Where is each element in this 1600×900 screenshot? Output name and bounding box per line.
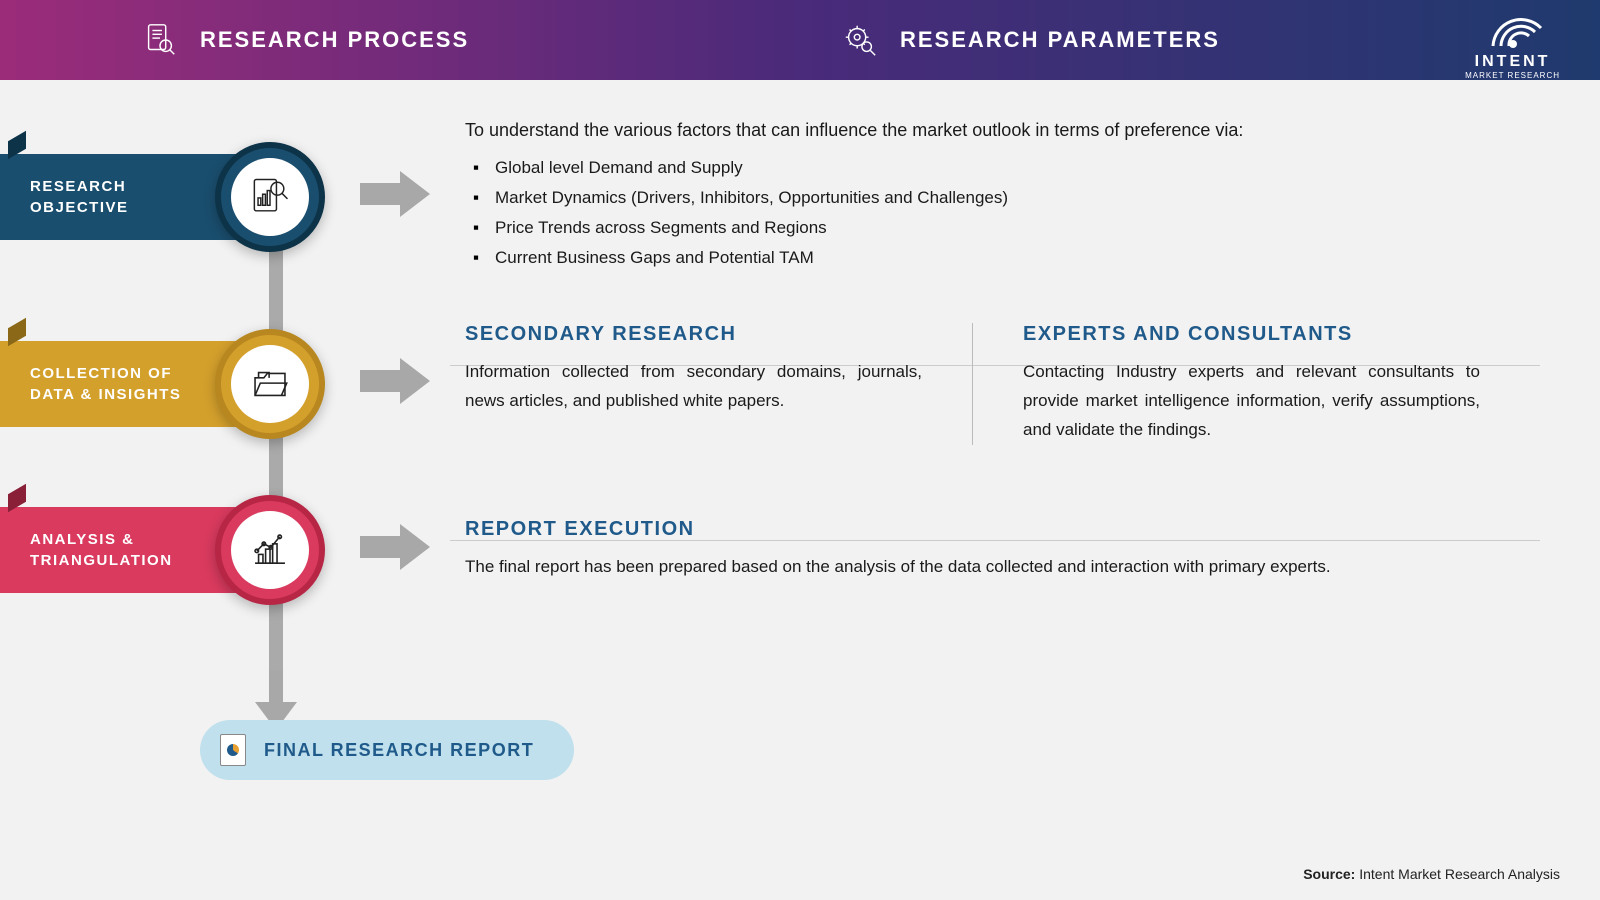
step-label: RESEARCH OBJECTIVE — [0, 154, 230, 240]
step-icon-circle — [215, 329, 325, 439]
document-magnify-icon — [140, 20, 180, 60]
arrow-right-icon — [360, 169, 430, 224]
logo-subtext: MARKET RESEARCH — [1465, 71, 1560, 80]
folder-icon — [248, 362, 292, 406]
column-experts: EXPERTS AND CONSULTANTS Contacting Indus… — [1023, 323, 1480, 445]
step-label-text: RESEARCH OBJECTIVE — [30, 178, 129, 216]
source-value: Intent Market Research Analysis — [1359, 866, 1560, 882]
flag-corner — [8, 483, 26, 511]
step-data-collection: COLLECTION OF DATA & INSIGHTS SECONDARY … — [0, 323, 1540, 445]
step-analysis: ANALYSIS & TRIANGULATION REPORT EXECUTIO… — [0, 495, 1540, 605]
source-label: Source: — [1303, 866, 1355, 882]
logo-text: INTENT — [1465, 53, 1560, 71]
bullet-list: Global level Demand and Supply Market Dy… — [465, 153, 1480, 273]
step-intro: To understand the various factors that c… — [465, 120, 1480, 141]
step-label-text: COLLECTION OF DATA & INSIGHTS — [30, 365, 181, 403]
flag-corner — [8, 318, 26, 346]
final-report-pill: FINAL RESEARCH REPORT — [200, 720, 574, 780]
header-bar: RESEARCH PROCESS RESEARCH PARAMETERS INT… — [0, 0, 1600, 80]
document-search-icon — [247, 174, 293, 220]
header-left-title: RESEARCH PROCESS — [200, 27, 469, 53]
final-report-label: FINAL RESEARCH REPORT — [264, 740, 534, 761]
report-doc-icon — [220, 734, 246, 766]
step-label: ANALYSIS & TRIANGULATION — [0, 507, 230, 593]
header-right-title: RESEARCH PARAMETERS — [900, 27, 1220, 53]
step-content: To understand the various factors that c… — [465, 120, 1540, 273]
section-title: REPORT EXECUTION — [465, 518, 1480, 541]
gear-magnify-icon — [840, 20, 880, 60]
brand-logo: INTENT MARKET RESEARCH — [1465, 8, 1560, 80]
arrow-right-icon — [360, 522, 430, 577]
section-title: EXPERTS AND CONSULTANTS — [1023, 323, 1480, 346]
source-attribution: Source: Intent Market Research Analysis — [1303, 866, 1560, 882]
header-left: RESEARCH PROCESS — [0, 0, 800, 80]
list-item: Current Business Gaps and Potential TAM — [495, 243, 1480, 273]
list-item: Global level Demand and Supply — [495, 153, 1480, 183]
logo-arc-icon — [1483, 8, 1543, 48]
step-content: SECONDARY RESEARCH Information collected… — [465, 323, 1540, 445]
flag-corner — [8, 130, 26, 158]
chart-icon — [248, 528, 292, 572]
step-label-text: ANALYSIS & TRIANGULATION — [30, 531, 173, 569]
section-body: Information collected from secondary dom… — [465, 358, 922, 416]
section-body: Contacting Industry experts and relevant… — [1023, 358, 1480, 445]
step-content: REPORT EXECUTION The final report has be… — [465, 518, 1540, 582]
section-body: The final report has been prepared based… — [465, 553, 1480, 582]
list-item: Price Trends across Segments and Regions — [495, 213, 1480, 243]
step-label: COLLECTION OF DATA & INSIGHTS — [0, 341, 230, 427]
step-icon-circle — [215, 142, 325, 252]
diagram-body: RESEARCH OBJECTIVE To understand the var… — [0, 80, 1600, 900]
column-divider — [972, 323, 973, 445]
step-icon-circle — [215, 495, 325, 605]
step-research-objective: RESEARCH OBJECTIVE To understand the var… — [0, 120, 1540, 273]
column-secondary-research: SECONDARY RESEARCH Information collected… — [465, 323, 922, 445]
list-item: Market Dynamics (Drivers, Inhibitors, Op… — [495, 183, 1480, 213]
arrow-right-icon — [360, 356, 430, 411]
section-title: SECONDARY RESEARCH — [465, 323, 922, 346]
